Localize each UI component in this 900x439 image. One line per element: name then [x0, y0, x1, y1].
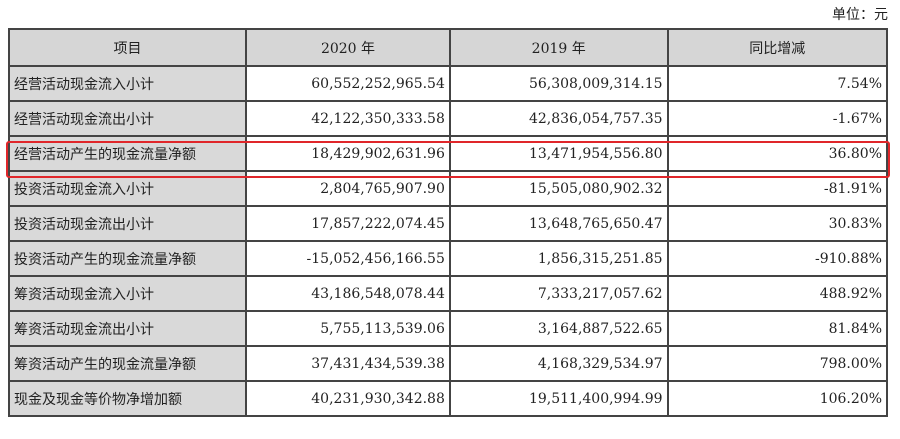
row-label: 筹资活动产生的现金流量净额: [7, 345, 248, 382]
table-row: 经营活动产生的现金流量净额 18,429,902,631.96 13,471,954…: [7, 135, 889, 172]
row-label: 筹资活动现金流出小计: [7, 310, 248, 347]
cell-value: -15,052,456,166.55: [245, 240, 451, 277]
cell-value: -81.91%: [666, 170, 889, 207]
cell-value: 42,836,054,757.35: [448, 100, 669, 137]
cell-value: 40,231,930,342.88: [245, 380, 451, 417]
row-label: 经营活动现金流入小计: [7, 65, 248, 102]
row-label: 现金及现金等价物净增加额: [7, 380, 248, 417]
cell-value: 17,857,222,074.45: [245, 205, 451, 242]
cell-value: 60,552,252,965.54: [245, 65, 451, 102]
cell-value: 43,186,548,078.44: [245, 275, 451, 312]
cell-value: 2,804,765,907.90: [245, 170, 451, 207]
table-row: 现金及现金等价物净增加额 40,231,930,342.88 19,511,400,…: [7, 380, 889, 417]
cell-value: 19,511,400,994.99: [448, 380, 669, 417]
column-header: 项目: [7, 28, 248, 67]
table-row: 投资活动现金流出小计 17,857,222,074.45 13,648,765,65…: [7, 205, 889, 242]
table-row: 筹资活动现金流出小计 5,755,113,539.06 3,164,887,522.…: [7, 310, 889, 347]
cell-value: -1.67%: [666, 100, 889, 137]
table-row: 筹资活动现金流入小计 43,186,548,078.44 7,333,217,057…: [7, 275, 889, 312]
cell-value: 798.00%: [666, 345, 889, 382]
cell-value: 56,308,009,314.15: [448, 65, 669, 102]
cell-value: 42,122,350,333.58: [245, 100, 451, 137]
cell-value: 1,856,315,251.85: [448, 240, 669, 277]
cell-value: 7,333,217,057.62: [448, 275, 669, 312]
table-row: 投资活动现金流入小计 2,804,765,907.90 15,505,080,902…: [7, 170, 889, 207]
cell-value: 3,164,887,522.65: [448, 310, 669, 347]
row-label: 投资活动现金流入小计: [7, 170, 248, 207]
row-label: 投资活动现金流出小计: [7, 205, 248, 242]
cell-value: 30.83%: [666, 205, 889, 242]
unit-label: 单位：元: [832, 7, 888, 23]
cell-value: 106.20%: [666, 380, 889, 417]
cell-value: 15,505,080,902.32: [448, 170, 669, 207]
cell-value: 488.92%: [666, 275, 889, 312]
cell-value: 7.54%: [666, 65, 889, 102]
cash-flow-table: 项目 2020 年 2019 年同比增减 经营活动现金流入小计 60,552,252,…: [7, 28, 889, 417]
table-row: 投资活动产生的现金流量净额 -15,052,456,166.55 1,856,315…: [7, 240, 889, 277]
cell-value: 4,168,329,534.97: [448, 345, 669, 382]
column-header: 同比增减: [666, 28, 889, 67]
cell-value: 37,431,434,539.38: [245, 345, 451, 382]
column-header: 2019 年: [448, 28, 669, 67]
row-label: 筹资活动现金流入小计: [7, 275, 248, 312]
header-row: 项目 2020 年 2019 年同比增减: [7, 28, 889, 67]
column-header: 2020 年: [245, 28, 451, 67]
table-row: 筹资活动产生的现金流量净额 37,431,434,539.38 4,168,329,…: [7, 345, 889, 382]
cell-value: 13,648,765,650.47: [448, 205, 669, 242]
row-label: 经营活动产生的现金流量净额: [7, 135, 248, 172]
cell-value: 81.84%: [666, 310, 889, 347]
cell-value: -910.88%: [666, 240, 889, 277]
row-label: 经营活动现金流出小计: [7, 100, 248, 137]
cell-value: 36.80%: [666, 135, 889, 172]
cell-value: 18,429,902,631.96: [245, 135, 451, 172]
row-label: 投资活动产生的现金流量净额: [7, 240, 248, 277]
table-row: 经营活动现金流入小计 60,552,252,965.54 56,308,009,31…: [7, 65, 889, 102]
cell-value: 5,755,113,539.06: [245, 310, 451, 347]
cell-value: 13,471,954,556.80: [448, 135, 669, 172]
table-row: 经营活动现金流出小计 42,122,350,333.58 42,836,054,75…: [7, 100, 889, 137]
